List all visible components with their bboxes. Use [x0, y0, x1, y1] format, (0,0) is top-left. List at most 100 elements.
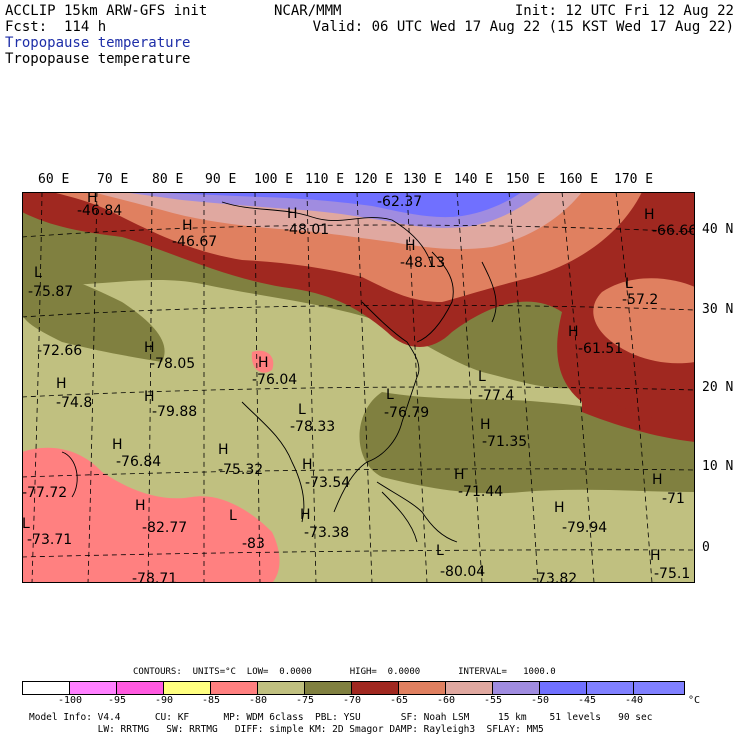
marker-value: -66.66: [652, 223, 695, 239]
lon-label: 140 E: [454, 172, 494, 187]
marker-sym: L: [436, 543, 444, 559]
lat-label: 30 N: [702, 302, 734, 317]
map-frame: [22, 192, 695, 583]
fill-m75-70-west: [22, 262, 165, 362]
marker-value: -73.38: [304, 525, 349, 541]
marker-sym: H: [144, 340, 155, 356]
marker-value: -76.04: [252, 372, 297, 388]
fill-m85-80: [22, 447, 280, 583]
colorbar-cell: [352, 682, 399, 694]
marker-value: -62.37: [377, 194, 422, 210]
forecast-hour: Fcst: 114 h: [5, 19, 107, 35]
marker-value: -80.04: [440, 564, 485, 580]
fill-m65-60-east: [593, 278, 695, 364]
marker-value: -48.13: [400, 255, 445, 271]
field-title-contour: Tropopause temperature: [5, 51, 191, 67]
marker-value: -76.79: [384, 405, 429, 421]
model-info-line2: LW: RRTMG SW: RRTMG DIFF: simple KM: 2D …: [29, 724, 544, 735]
marker-value: -78.33: [290, 419, 335, 435]
marker-sym: H: [454, 467, 465, 483]
marker-sym: L: [386, 387, 394, 403]
marker-value: -74.8: [56, 395, 92, 411]
lat-label: 20 N: [702, 380, 734, 395]
colorbar-label: -65: [389, 695, 409, 706]
colorbar-cell: [634, 682, 684, 694]
colorbar-label: -100: [57, 695, 83, 706]
colorbar-cell: [258, 682, 305, 694]
marker-value: -72.66: [37, 343, 82, 359]
marker-value: -79.88: [152, 404, 197, 420]
marker-sym: H: [650, 548, 661, 564]
colorbar-cell: [587, 682, 634, 694]
marker-sym: H: [652, 472, 663, 488]
contours-info: CONTOURS: UNITS=°C LOW= 0.0000 HIGH= 0.0…: [133, 667, 556, 677]
lat-label: 10 N: [702, 459, 734, 474]
marker-value: -71: [662, 491, 685, 507]
colorbar-label: -60: [436, 695, 456, 706]
marker-sym: H: [218, 442, 229, 458]
marker-value: -46.67: [172, 234, 217, 250]
colorbar-cell: [23, 682, 70, 694]
marker-sym: H: [300, 507, 311, 523]
marker-sym: H: [87, 192, 98, 206]
colorbar-cell: [211, 682, 258, 694]
colorbar-label: -45: [577, 695, 597, 706]
marker-value: -46.84: [77, 203, 122, 219]
marker-value: -75.87: [28, 284, 73, 300]
marker-sym: H: [144, 389, 155, 405]
marker-value: -61.51: [578, 341, 623, 357]
marker-sym: L: [34, 265, 42, 281]
marker-sym: H: [56, 376, 67, 392]
marker-value: -79.94: [562, 520, 607, 536]
marker-sym: L: [625, 276, 633, 292]
lon-label: 120 E: [354, 172, 394, 187]
colorbar-cell: [70, 682, 117, 694]
colorbar-label: -40: [624, 695, 644, 706]
marker-value: -71.35: [482, 434, 527, 450]
marker-value: -73.82: [532, 571, 577, 583]
colorbar-label: -70: [342, 695, 362, 706]
lon-label: 100 E: [254, 172, 294, 187]
colorbar-cell: [540, 682, 587, 694]
lon-label: 170 E: [614, 172, 654, 187]
lat-label: 0: [702, 540, 710, 555]
center-name: NCAR/MMM: [274, 3, 342, 19]
marker-sym: H: [135, 498, 146, 514]
marker-sym: H: [405, 238, 416, 254]
lon-label: 130 E: [403, 172, 443, 187]
colorbar-cell: [399, 682, 446, 694]
colorbar-unit: °C: [687, 695, 701, 706]
marker-sym: H: [258, 355, 269, 371]
fill-m50-45: [142, 192, 522, 218]
marker-sym: H: [287, 206, 298, 222]
marker-value: -77.4: [478, 388, 514, 404]
colorbar-label: -90: [154, 695, 174, 706]
marker-value: -57.2: [622, 292, 658, 308]
colorbar-cell: [164, 682, 211, 694]
colorbar-label: -85: [201, 695, 221, 706]
lon-label: 110 E: [305, 172, 345, 187]
model-title: ACCLIP 15km ARW-GFS init: [5, 3, 208, 19]
marker-value: -75.1: [654, 566, 690, 582]
colorbar-cell: [117, 682, 164, 694]
lon-label: 70 E: [97, 172, 129, 187]
colorbar-label: -55: [483, 695, 503, 706]
valid-time: Valid: 06 UTC Wed 17 Aug 22 (15 KST Wed …: [312, 19, 734, 35]
lon-label: 160 E: [559, 172, 599, 187]
marker-value: -73.54: [305, 475, 350, 491]
marker-sym: H: [644, 207, 655, 223]
colorbar-label: -75: [295, 695, 315, 706]
colorbar-label: -95: [107, 695, 127, 706]
marker-sym: L: [478, 369, 486, 385]
marker-sym: H: [182, 218, 193, 234]
map-grid: [22, 192, 695, 583]
lat-label: 40 N: [702, 222, 734, 237]
field-title-shaded: Tropopause temperature: [5, 35, 191, 51]
marker-sym: H: [480, 417, 491, 433]
marker-value: -82.77: [142, 520, 187, 536]
marker-sym: H: [554, 500, 565, 516]
init-time: Init: 12 UTC Fri 12 Aug 22: [514, 3, 734, 19]
colorbar-cell: [493, 682, 540, 694]
marker-value: -77.72: [22, 485, 67, 501]
marker-value: -78.71: [132, 571, 177, 583]
